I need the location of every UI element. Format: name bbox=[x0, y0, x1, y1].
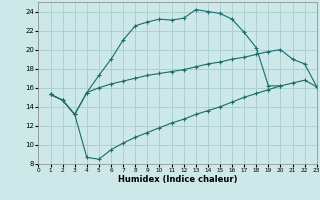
X-axis label: Humidex (Indice chaleur): Humidex (Indice chaleur) bbox=[118, 175, 237, 184]
